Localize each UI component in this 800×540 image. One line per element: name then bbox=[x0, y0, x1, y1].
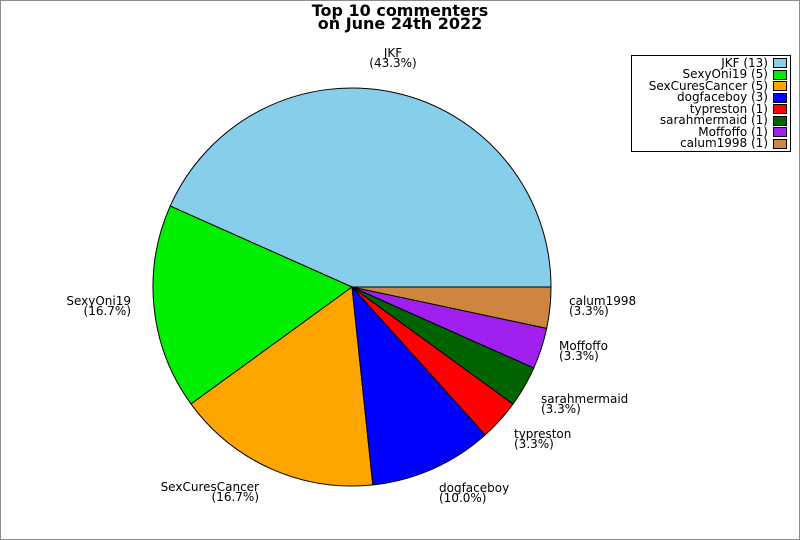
pie-slice-jkf bbox=[169, 87, 552, 288]
legend-item-label: SexyOni19 (5) bbox=[682, 67, 768, 82]
chart-title: Top 10 commenters on June 24th 2022 bbox=[1, 1, 799, 33]
legend-item-label: JKF (13) bbox=[721, 55, 768, 70]
legend-swatch-sarahmermaid bbox=[773, 115, 787, 126]
pie-label-name: sarahmermaid bbox=[541, 392, 629, 406]
legend-swatch-sexyoni19 bbox=[773, 69, 787, 80]
pie-label-name: SexCuresCancer bbox=[160, 480, 259, 494]
chart-title-line2: on June 24th 2022 bbox=[317, 14, 483, 33]
pie-label-calum1998: calum1998 (3.3%) bbox=[569, 294, 637, 318]
pie-label-name: Moffoffo bbox=[559, 339, 608, 353]
pie-label-name: typreston bbox=[514, 427, 572, 441]
legend-item-label: sarahmermaid (1) bbox=[659, 113, 768, 128]
pie-label-percent: (16.7%) bbox=[211, 490, 259, 504]
pie-label-jkf: JKF (43.3%) bbox=[369, 46, 417, 70]
legend-item-label: typreston (1) bbox=[689, 101, 768, 116]
pie-label-percent: (16.7%) bbox=[83, 304, 131, 318]
legend-swatch-typreston bbox=[773, 104, 787, 115]
pie-label-moffoffo: Moffoffo (3.3%) bbox=[559, 339, 608, 363]
legend-item-label: Moffoffo (1) bbox=[698, 124, 768, 139]
legend-item-label: SexCuresCancer (5) bbox=[648, 78, 768, 93]
legend-item-label: calum1998 (1) bbox=[680, 136, 768, 151]
chart-title-line1: Top 10 commenters bbox=[311, 1, 489, 20]
legend-item-sexcurescancer: SexCuresCancer (5) bbox=[635, 78, 787, 93]
pie-label-percent: (43.3%) bbox=[369, 56, 417, 70]
legend-item-typreston: typreston (1) bbox=[635, 101, 787, 116]
legend-swatch-moffoffo bbox=[773, 127, 787, 138]
legend-item-label: dogfaceboy (3) bbox=[676, 90, 768, 105]
pie-label-percent: (10.0%) bbox=[439, 491, 487, 505]
legend-item-calum1998: calum1998 (1) bbox=[635, 136, 787, 151]
legend-swatch-sexcurescancer bbox=[773, 81, 787, 92]
pie-slice-sexcurescancer bbox=[190, 286, 374, 487]
legend-box: JKF (13) SexyOni19 (5) SexCuresCancer (5) d… bbox=[631, 55, 791, 152]
pie-label-name: calum1998 bbox=[569, 294, 637, 308]
legend-item-jkf: JKF (13) bbox=[635, 55, 787, 70]
legend-swatch-dogfaceboy bbox=[773, 92, 787, 103]
legend-item-moffoffo: Moffoffo (1) bbox=[635, 124, 787, 139]
pie-label-percent: (3.3%) bbox=[514, 437, 554, 451]
pie-label-name: dogfaceboy bbox=[439, 481, 510, 495]
pie-label-name: SexyOni19 bbox=[66, 294, 131, 308]
pie-label-percent: (3.3%) bbox=[541, 402, 581, 416]
legend-swatch-jkf bbox=[773, 58, 787, 69]
pie-label-dogfaceboy: dogfaceboy (10.0%) bbox=[439, 481, 510, 505]
pie-label-sarahmermaid: sarahmermaid (3.3%) bbox=[541, 392, 629, 416]
pie-label-sexyoni19: SexyOni19 (16.7%) bbox=[66, 294, 131, 318]
legend-item-sexyoni19: SexyOni19 (5) bbox=[635, 67, 787, 82]
legend-swatch-calum1998 bbox=[773, 138, 787, 149]
legend-item-dogfaceboy: dogfaceboy (3) bbox=[635, 90, 787, 105]
pie-label-sexcurescancer: SexCuresCancer (16.7%) bbox=[160, 480, 259, 504]
pie-label-name: JKF bbox=[383, 46, 403, 60]
pie-label-typreston: typreston (3.3%) bbox=[514, 427, 572, 451]
pie-label-percent: (3.3%) bbox=[569, 304, 609, 318]
pie-slice-dogfaceboy bbox=[351, 285, 486, 486]
pie-label-percent: (3.3%) bbox=[559, 349, 599, 363]
pie-slice-calum1998 bbox=[351, 286, 552, 329]
pie-slice-sexyoni19 bbox=[152, 205, 353, 405]
legend-item-sarahmermaid: sarahmermaid (1) bbox=[635, 113, 787, 128]
